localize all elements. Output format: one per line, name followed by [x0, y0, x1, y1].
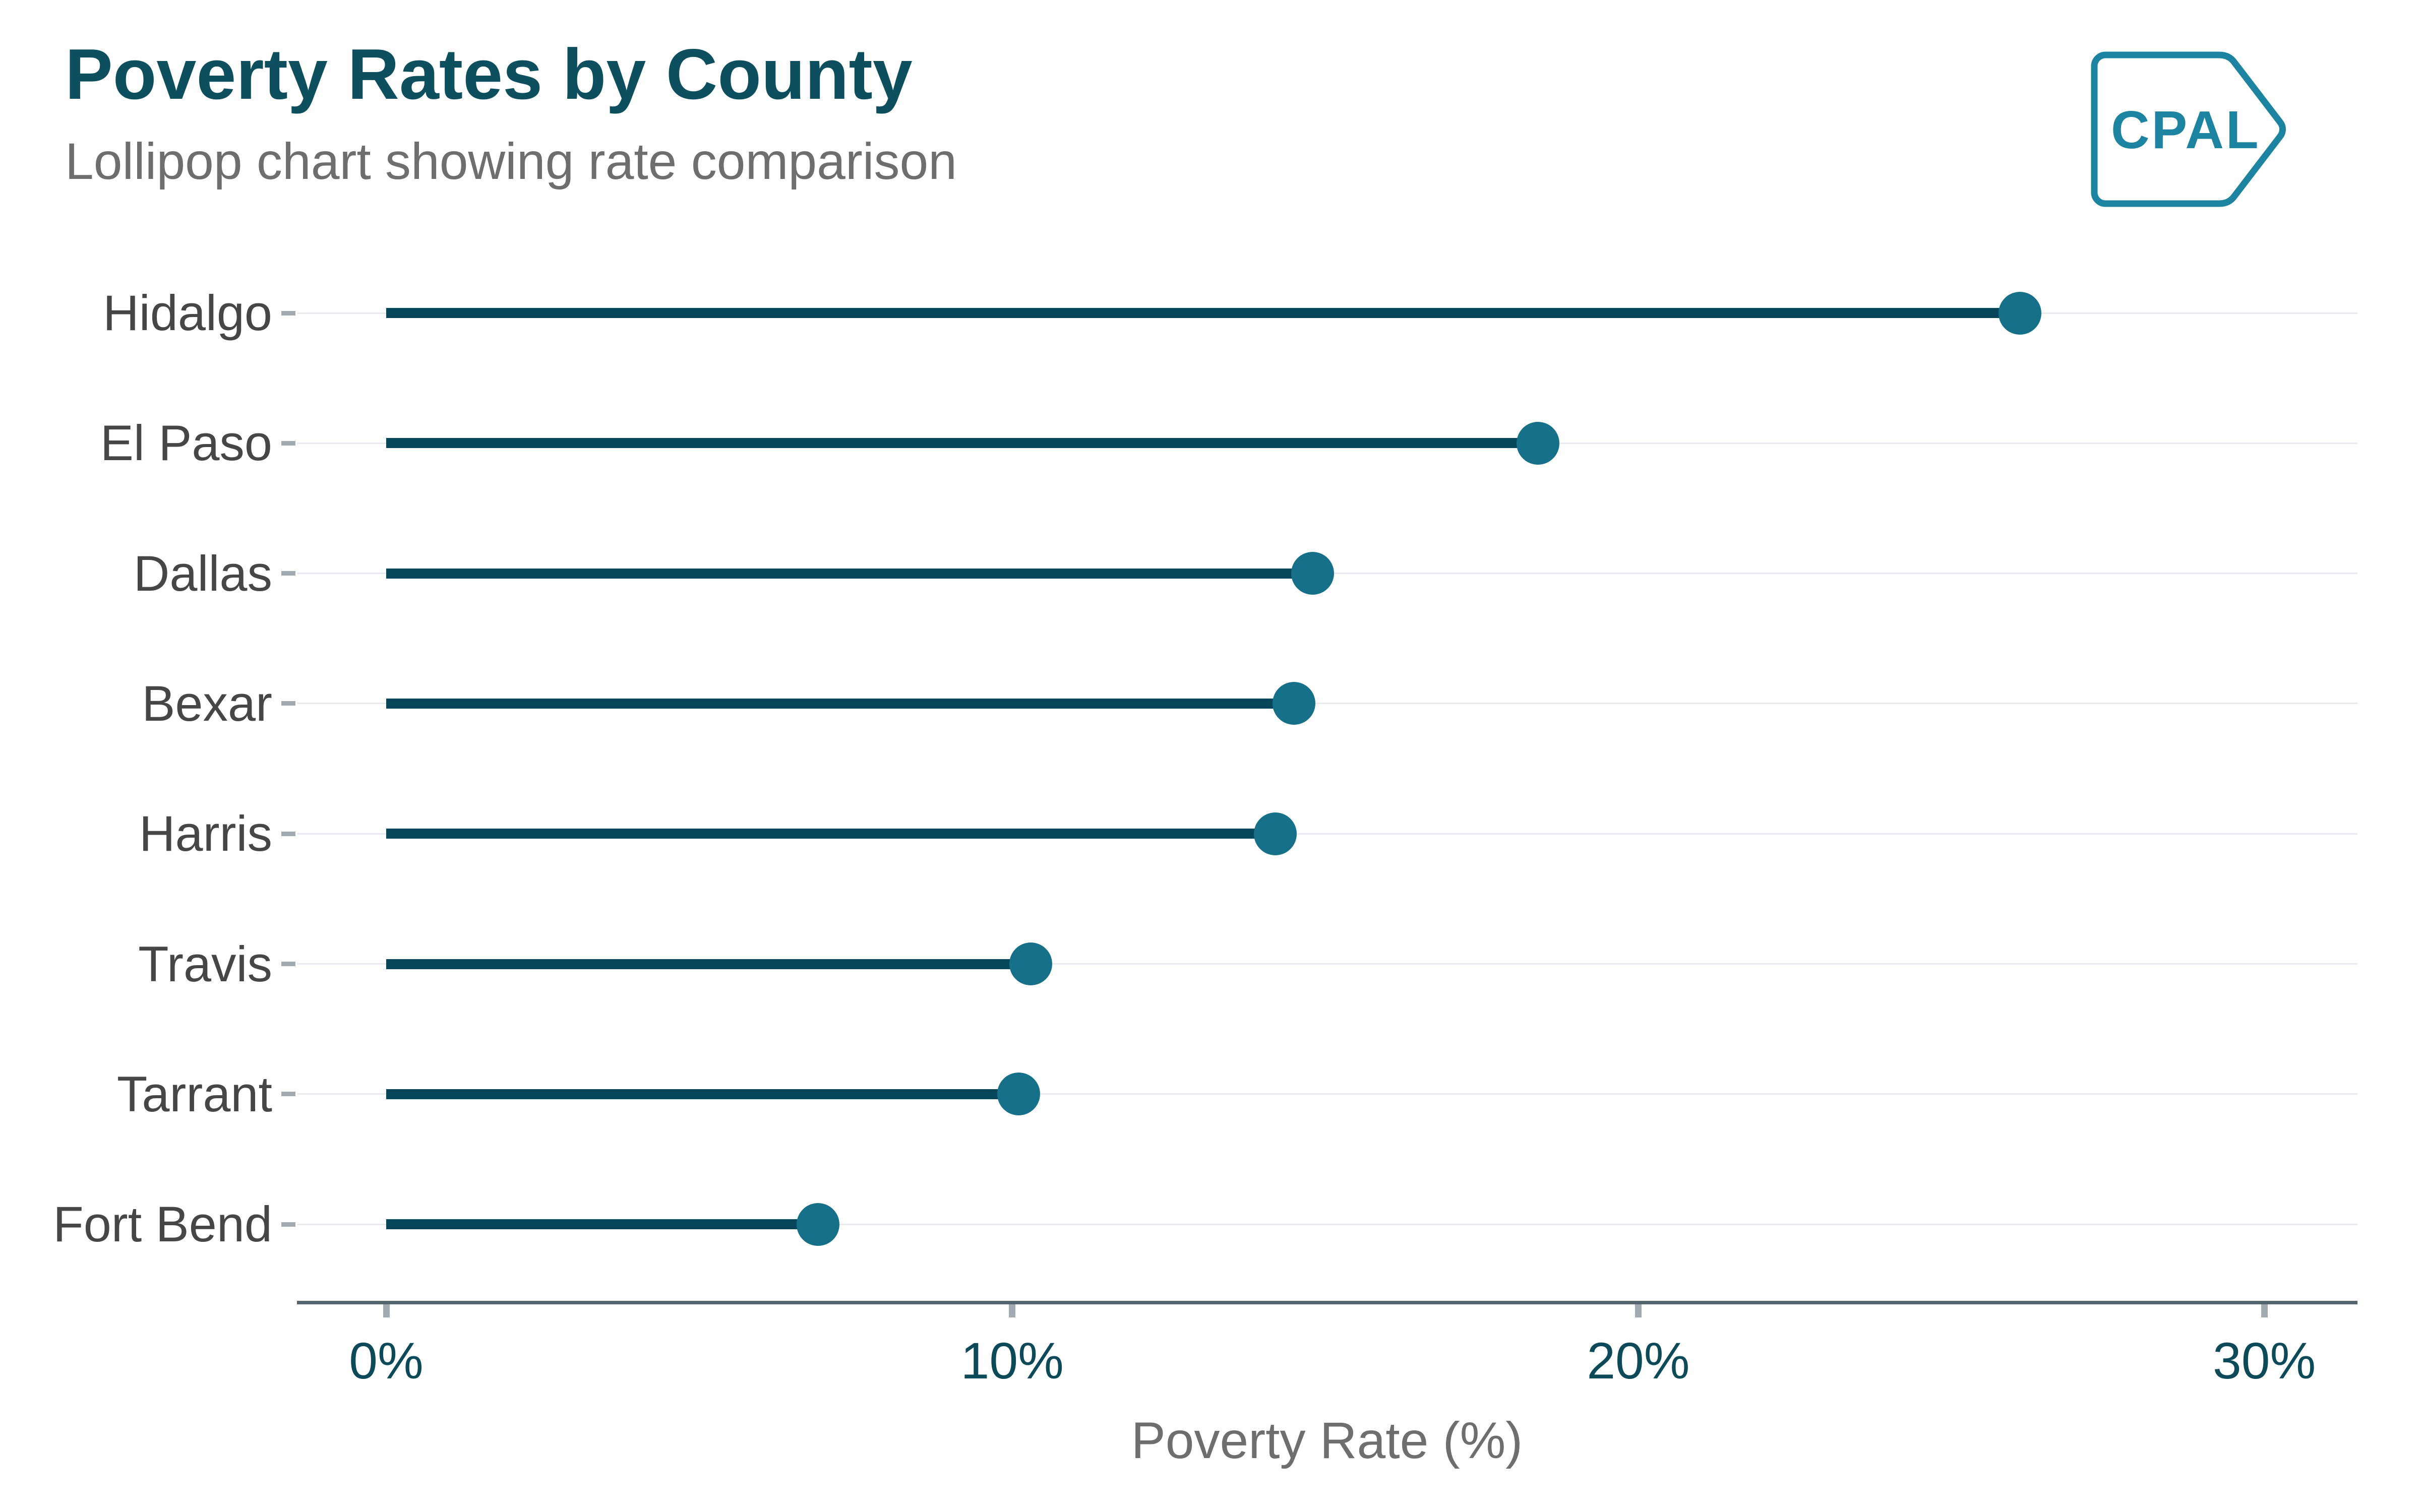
x-tick-mark	[2261, 1304, 2268, 1317]
gridline	[297, 1223, 2357, 1225]
y-tick-mark	[281, 701, 295, 706]
y-tick-mark	[281, 310, 295, 316]
lollipop-stem	[386, 438, 1538, 449]
lollipop-stem	[386, 568, 1313, 579]
chart-subtitle: Lollipop chart showing rate comparison	[65, 133, 957, 190]
lollipop-dot	[1517, 421, 1560, 465]
lollipop-stem	[386, 698, 1294, 709]
x-axis-line	[297, 1301, 2357, 1304]
lollipop-dot	[797, 1203, 840, 1246]
x-tick-label: 0%	[349, 1332, 424, 1390]
gridline	[297, 703, 2357, 705]
chart-title: Poverty Rates by County	[65, 34, 913, 114]
category-label-fort-bend: Fort Bend	[53, 1196, 272, 1252]
y-tick-mark	[281, 571, 295, 576]
y-tick-mark	[281, 962, 295, 966]
lollipop-dot	[997, 1073, 1040, 1116]
y-tick-mark	[281, 831, 295, 836]
x-tick-label: 20%	[1587, 1332, 1690, 1390]
lollipop-dot	[1291, 552, 1335, 595]
gridline	[297, 963, 2357, 965]
lollipop-stem	[386, 959, 1031, 969]
category-label-dallas: Dallas	[133, 545, 272, 601]
x-tick-label: 30%	[2213, 1332, 2316, 1390]
x-tick-mark	[1635, 1304, 1642, 1317]
lollipop-dot	[1272, 682, 1315, 725]
x-axis-title: Poverty Rate (%)	[1131, 1412, 1523, 1469]
x-tick-label: 10%	[960, 1332, 1064, 1390]
lollipop-stem	[386, 308, 2020, 318]
y-tick-mark	[281, 1222, 295, 1227]
lollipop-dot	[1253, 812, 1297, 855]
category-label-harris: Harris	[139, 805, 272, 862]
cpal-logo-text: CPAL	[2111, 100, 2261, 160]
lollipop-stem	[386, 829, 1276, 839]
category-label-bexar: Bexar	[142, 675, 272, 731]
category-label-tarrant: Tarrant	[116, 1065, 272, 1122]
category-label-travis: Travis	[138, 935, 272, 992]
y-tick-mark	[281, 1092, 295, 1097]
category-label-el-paso: El Paso	[100, 415, 272, 471]
gridline	[297, 833, 2357, 835]
lollipop-stem	[386, 1089, 1019, 1099]
lollipop-dot	[1999, 291, 2042, 335]
cpal-logo-icon: CPAL	[2091, 51, 2286, 207]
x-tick-mark	[1009, 1304, 1016, 1317]
cpal-logo-badge-outline	[2091, 51, 2286, 207]
category-label-hidalgo: Hidalgo	[103, 285, 272, 341]
x-tick-mark	[383, 1304, 390, 1317]
lollipop-dot	[1009, 942, 1053, 985]
gridline	[297, 1093, 2357, 1095]
lollipop-stem	[386, 1219, 818, 1230]
y-tick-mark	[281, 440, 295, 446]
